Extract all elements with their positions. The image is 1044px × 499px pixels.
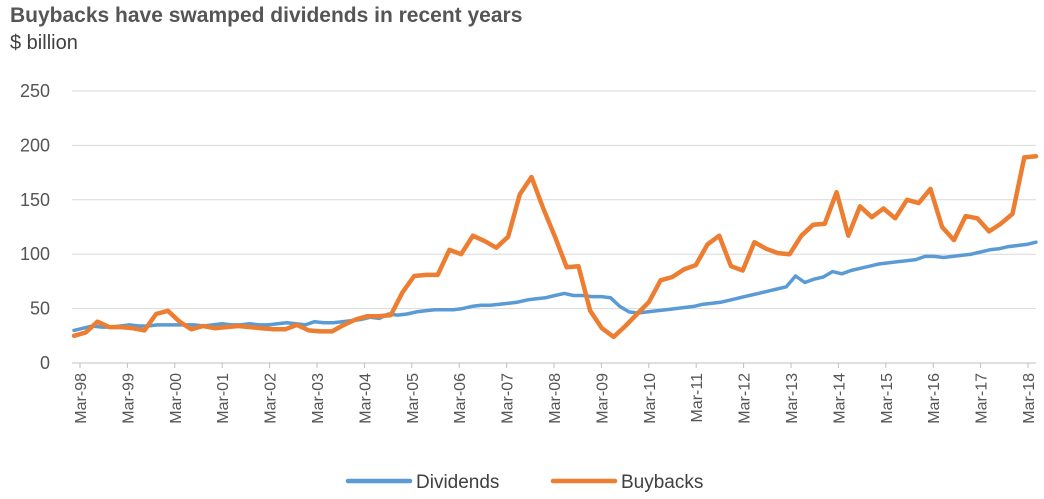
x-tick-label: Mar-99 xyxy=(120,373,137,424)
gridlines xyxy=(72,90,1036,364)
x-tick-label: Mar-09 xyxy=(594,373,611,424)
x-tick-label: Mar-17 xyxy=(974,373,991,424)
legend-label-dividends: Dividends xyxy=(416,472,499,493)
x-tick-label: Mar-98 xyxy=(73,373,90,424)
legend: Dividends Buybacks xyxy=(345,472,703,493)
y-tick-label: 0 xyxy=(40,353,50,373)
x-tick-label: Mar-11 xyxy=(689,373,706,423)
x-tick-label: Mar-10 xyxy=(642,373,659,424)
series-lines xyxy=(71,154,1039,340)
chart-subtitle: $ billion xyxy=(10,32,78,54)
x-tick-label: Mar-02 xyxy=(263,373,280,424)
x-tick-label: Mar-16 xyxy=(926,373,943,424)
x-tick-label: Mar-08 xyxy=(547,373,564,424)
legend-label-buybacks: Buybacks xyxy=(621,472,703,493)
series-line-dividends xyxy=(72,240,1038,333)
chart-title: Buybacks have swamped dividends in recen… xyxy=(10,4,523,27)
y-tick-label: 250 xyxy=(20,81,50,101)
x-tick-label: Mar-01 xyxy=(215,373,232,424)
x-axis-ticks: Mar-98 Mar-99 Mar-00 Mar-01 Mar-02 Mar-03 Mar-… xyxy=(73,363,1038,424)
series-line-buybacks xyxy=(71,154,1039,340)
x-tick-label: Mar-00 xyxy=(168,373,185,424)
x-tick-label: Mar-03 xyxy=(310,373,327,424)
x-tick-label: Mar-12 xyxy=(737,373,754,424)
x-tick-label: Mar-04 xyxy=(357,373,374,424)
y-tick-label: 200 xyxy=(20,135,50,155)
x-tick-label: Mar-07 xyxy=(500,373,517,424)
x-tick-label: Mar-13 xyxy=(784,373,801,424)
y-tick-label: 50 xyxy=(30,299,50,319)
x-tick-label: Mar-18 xyxy=(1021,373,1038,424)
x-tick-label: Mar-15 xyxy=(879,373,896,424)
y-tick-label: 100 xyxy=(20,244,50,264)
x-tick-label: Mar-06 xyxy=(452,373,469,424)
y-axis-ticks: 0 50 100 150 200 250 xyxy=(20,81,50,373)
x-tick-label: Mar-14 xyxy=(831,373,848,424)
x-tick-label: Mar-05 xyxy=(405,373,422,424)
y-tick-label: 150 xyxy=(20,190,50,210)
